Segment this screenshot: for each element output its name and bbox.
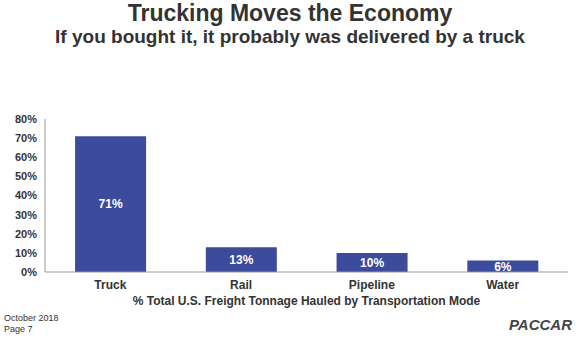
svg-text:6%: 6% — [494, 260, 512, 274]
svg-text:71%: 71% — [99, 197, 123, 211]
svg-text:50%: 50% — [15, 170, 37, 182]
html-text:October 2018: October 2018 — [4, 313, 59, 323]
svg-text:70%: 70% — [15, 132, 37, 144]
svg-text:60%: 60% — [15, 151, 37, 163]
svg-text:Truck: Truck — [94, 278, 126, 292]
svg-text:10%: 10% — [360, 256, 384, 270]
svg-text:Rail: Rail — [230, 278, 252, 292]
html-text:PACCAR: PACCAR — [508, 316, 572, 333]
svg-text:Pipeline: Pipeline — [349, 278, 395, 292]
svg-text:30%: 30% — [15, 209, 37, 221]
svg-text:10%: 10% — [15, 247, 37, 259]
svg-text:80%: 80% — [15, 113, 37, 125]
html-text:% Total U.S. Freight Tonnage H: % Total U.S. Freight Tonnage Hauled by T… — [132, 294, 481, 308]
html-text:Page 7: Page 7 — [4, 324, 33, 334]
svg-text:40%: 40% — [15, 189, 37, 201]
html-text:If you bought it, it probably: If you bought it, it probably was delive… — [55, 26, 525, 47]
svg-text:0%: 0% — [21, 266, 37, 278]
svg-text:20%: 20% — [15, 228, 37, 240]
svg-text:13%: 13% — [229, 253, 253, 267]
html-text:Trucking Moves the Economy: Trucking Moves the Economy — [127, 0, 453, 26]
svg-text:Water: Water — [486, 278, 519, 292]
